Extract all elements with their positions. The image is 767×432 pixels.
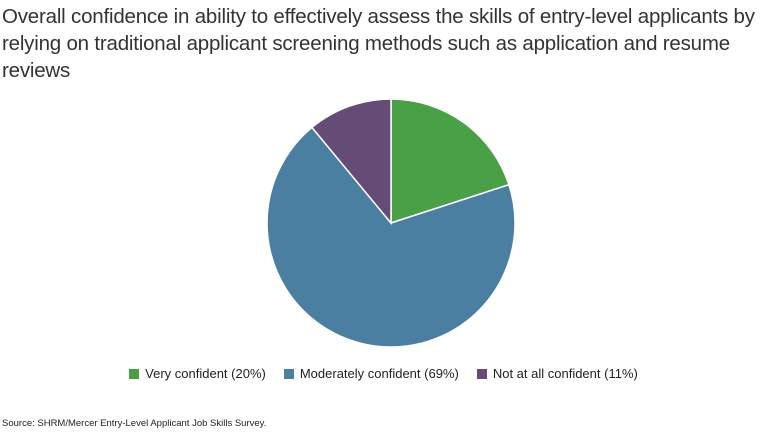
legend-item-not-at-all-confident: Not at all confident (11%) <box>476 366 638 381</box>
legend-item-moderately-confident: Moderately confident (69%) <box>283 366 459 381</box>
pie-chart <box>266 98 516 348</box>
legend-swatch-moderately-confident <box>283 368 294 379</box>
chart-legend: Very confident (20%) Moderately confiden… <box>0 366 767 381</box>
chart-title: Overall confidence in ability to effecti… <box>2 5 755 82</box>
legend-label-very-confident: Very confident (20%) <box>145 366 266 381</box>
chart-source-note: Source: SHRM/Mercer Entry-Level Applican… <box>2 418 267 429</box>
legend-swatch-not-at-all-confident <box>476 368 487 379</box>
pie-slice-not-at-all-confident <box>310 98 392 226</box>
legend-item-very-confident: Very confident (20%) <box>129 366 266 381</box>
legend-label-moderately-confident: Moderately confident (69%) <box>299 366 459 381</box>
legend-label-not-at-all-confident: Not at all confident (11%) <box>492 366 638 381</box>
pie-slice-moderately-confident <box>266 126 516 348</box>
pie-slice-very-confident <box>390 98 510 225</box>
legend-swatch-very-confident <box>129 368 140 379</box>
